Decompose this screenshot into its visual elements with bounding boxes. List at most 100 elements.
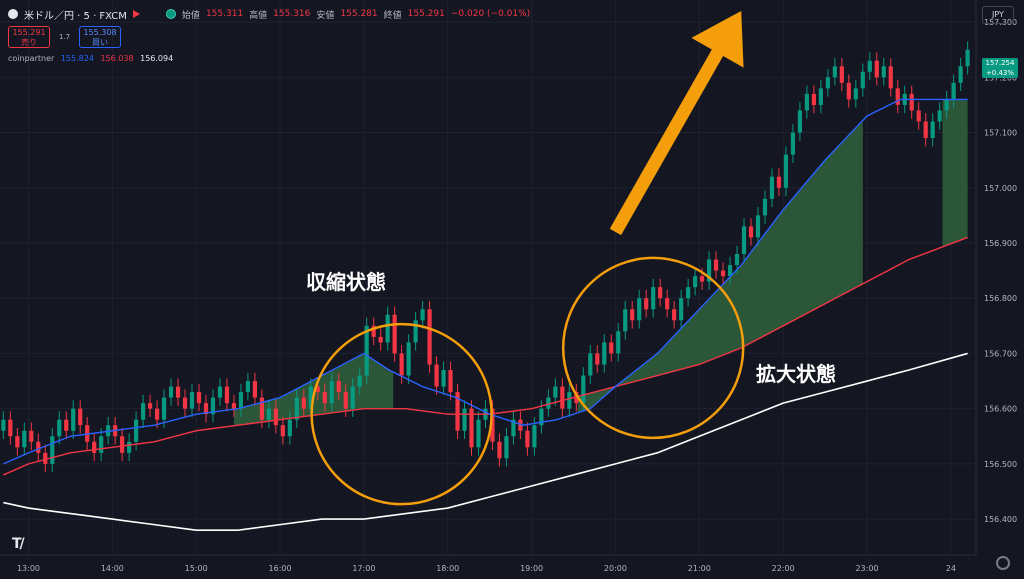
candle [294, 397, 299, 420]
sell-button[interactable]: 155.291 売り [8, 26, 50, 48]
candle [748, 226, 754, 238]
candle [679, 298, 684, 321]
x-tick-label: 15:00 [185, 564, 208, 573]
candle [322, 392, 327, 404]
candle [693, 276, 698, 288]
candle [210, 397, 216, 415]
candle [154, 408, 160, 420]
flag-icon[interactable] [132, 10, 140, 18]
buy-price: 155.308 [83, 28, 117, 37]
candle [518, 419, 523, 431]
candle [120, 436, 125, 453]
spread-value: 1.7 [59, 33, 71, 41]
candle [790, 132, 796, 155]
candle [916, 110, 921, 122]
x-tick-label: 24 [946, 564, 956, 573]
candle [50, 436, 55, 464]
buy-button[interactable]: 155.308 買い [79, 26, 121, 48]
y-tick-label: 156.800 [984, 294, 1017, 303]
candle [630, 309, 635, 321]
candle [776, 176, 782, 188]
indicator-value-mid: 156.038 [100, 54, 134, 63]
candle [553, 386, 558, 398]
candle [651, 287, 656, 310]
settings-icon[interactable] [996, 556, 1010, 570]
candle [64, 419, 69, 431]
time-axis[interactable]: 13:00 14:00 15:00 16:00 17:00 18:00 19:00 20:00… [0, 554, 976, 573]
candle [895, 88, 900, 105]
symbol-title[interactable]: 米ドル／円 · 5 · FXCM [24, 10, 127, 22]
last-price-value: 157.254 [985, 59, 1015, 67]
candle [57, 419, 62, 437]
annotation-overlays [310, 11, 745, 506]
candle [350, 386, 355, 409]
x-tick-label: 21:00 [688, 564, 711, 573]
moving-averages [3, 98, 968, 531]
candle [965, 49, 970, 67]
candle [637, 298, 642, 321]
candle [147, 403, 153, 409]
candle [343, 392, 348, 409]
expansion-label: 拡大状態 [756, 362, 836, 386]
low-label: 安値 [316, 10, 335, 21]
candle [99, 436, 104, 453]
candle [196, 392, 202, 404]
candle [881, 66, 886, 78]
candle [378, 336, 383, 343]
y-tick-label: 156.600 [984, 405, 1017, 414]
candle [245, 381, 251, 393]
candle [134, 419, 139, 442]
candle [43, 452, 48, 464]
candle [769, 176, 775, 199]
candle [280, 425, 285, 437]
price-axis[interactable]: 157.300157.200157.100157.000156.900156.8… [975, 0, 1024, 579]
x-tick-label: 18:00 [436, 564, 459, 573]
candle [224, 386, 230, 404]
x-tick-label: 20:00 [604, 564, 627, 573]
candle [511, 419, 516, 437]
candle [238, 392, 244, 409]
contraction-label: 収縮状態 [306, 270, 386, 294]
candle [609, 342, 614, 354]
candle [665, 298, 670, 310]
candle [141, 403, 146, 420]
candle [937, 110, 942, 122]
candle [783, 154, 789, 188]
price-axis-bg [976, 0, 1024, 579]
tradingview-logo-icon[interactable]: T/ [12, 536, 25, 552]
candle [203, 403, 209, 415]
candle [127, 441, 132, 453]
candle [266, 408, 271, 420]
candle [427, 309, 432, 365]
candle [301, 397, 306, 409]
ma-slow-line [3, 352, 968, 531]
candle [581, 375, 586, 404]
indicator-value-fast: 155.824 [60, 54, 94, 63]
candle [329, 381, 334, 404]
change-value: −0.020 (−0.01%) [450, 9, 531, 19]
ma-fast-line [3, 98, 968, 465]
candle [78, 408, 83, 426]
indicator-legend[interactable]: coinpartner 155.824 156.038 156.094 [8, 54, 173, 63]
candle [287, 419, 292, 437]
candle [602, 342, 607, 365]
candle [741, 226, 747, 255]
market-status-icon [165, 9, 176, 19]
candle [364, 325, 369, 376]
open-value: 155.311 [205, 9, 244, 19]
candle [762, 198, 768, 216]
candle [385, 314, 390, 343]
close-label: 終値 [383, 10, 402, 21]
candle [36, 441, 41, 453]
candle [755, 215, 761, 238]
candle [406, 342, 411, 376]
currency-button[interactable]: JPY [982, 6, 1014, 24]
candle [644, 298, 649, 310]
y-tick-label: 156.400 [984, 515, 1017, 524]
candle [616, 331, 621, 354]
candle [273, 408, 278, 426]
y-tick-label: 156.500 [984, 460, 1017, 469]
candle [308, 386, 313, 409]
candle [252, 381, 257, 398]
